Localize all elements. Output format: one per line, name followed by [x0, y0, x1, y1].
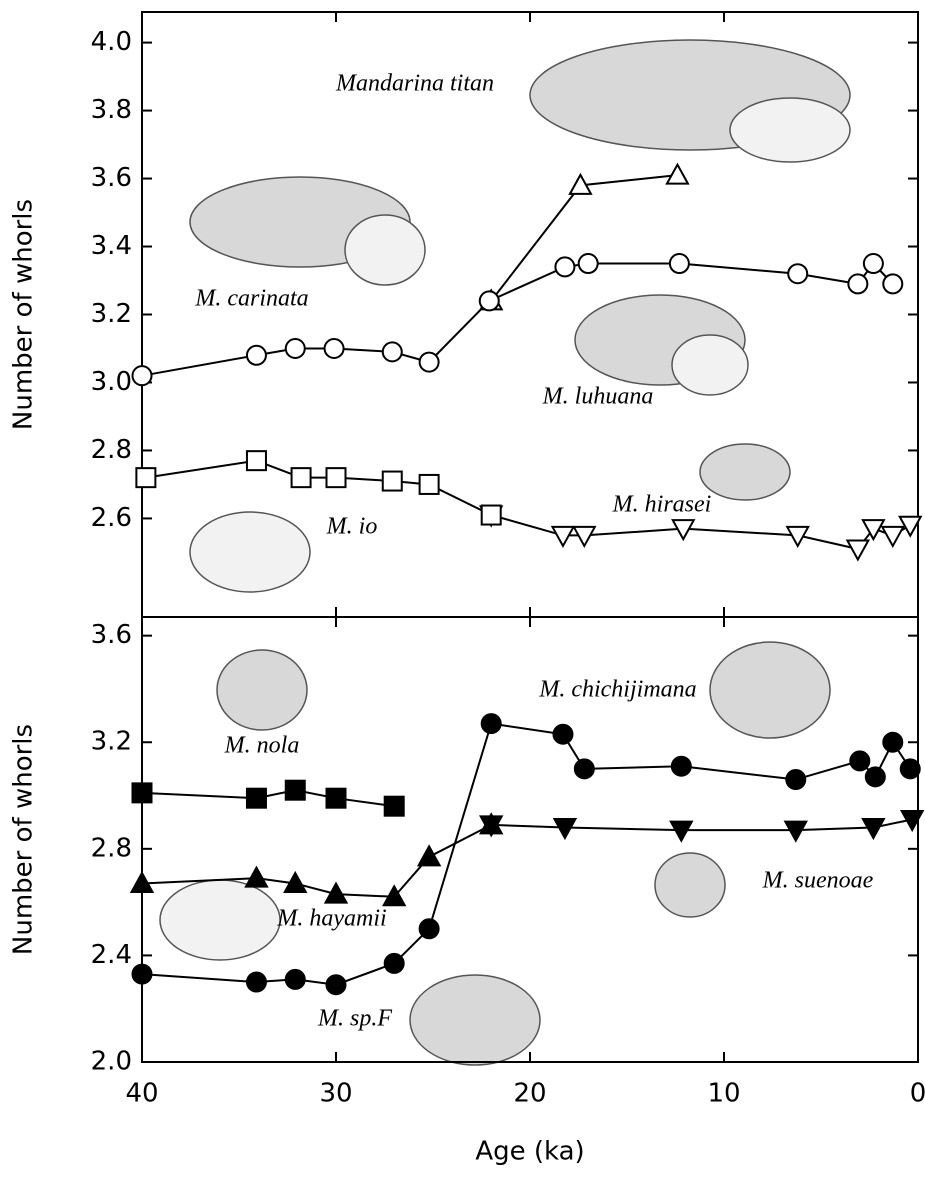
species-label: M. io	[326, 514, 378, 540]
y-axis-label: Number of whorls	[9, 199, 39, 430]
y-tick-label: 4.0	[91, 27, 132, 57]
x-tick-label: 10	[707, 1079, 740, 1109]
y-tick-label: 3.2	[91, 299, 132, 329]
data-point	[283, 870, 308, 893]
species-label: M. nola	[224, 733, 300, 759]
data-point	[131, 782, 153, 804]
data-point	[669, 820, 694, 843]
y-axis-label: Number of whorls	[9, 724, 39, 955]
series-line	[491, 818, 913, 832]
data-point	[290, 467, 312, 489]
data-point	[129, 870, 155, 893]
data-point	[572, 525, 597, 548]
data-point	[480, 713, 502, 735]
y-tick-label: 2.0	[91, 1047, 132, 1077]
data-point	[245, 971, 267, 993]
species-label: M. suenoae	[762, 868, 874, 894]
data-point	[245, 450, 267, 472]
data-point	[478, 290, 500, 312]
x-tick-label: 30	[319, 1079, 352, 1109]
data-point	[787, 263, 809, 285]
data-point	[898, 515, 923, 538]
y-tick-label: 3.0	[91, 367, 132, 397]
data-point	[245, 344, 267, 366]
series-line	[490, 514, 911, 551]
y-tick-label: 3.4	[91, 231, 132, 261]
y-tick-label: 2.6	[91, 503, 132, 533]
y-tick-label: 3.2	[91, 727, 132, 757]
x-tick-label: 0	[910, 1079, 925, 1109]
data-point	[552, 723, 574, 745]
y-tick-label: 2.8	[91, 833, 132, 863]
data-point	[135, 467, 157, 489]
data-point	[861, 818, 886, 841]
data-point	[882, 731, 904, 753]
data-point	[861, 519, 886, 542]
data-point	[325, 467, 347, 489]
data-point	[568, 172, 593, 195]
species-label: M. luhuana	[542, 384, 654, 410]
data-point	[284, 337, 306, 359]
data-point	[849, 750, 871, 772]
data-point	[880, 525, 905, 548]
data-point	[864, 766, 886, 788]
data-point	[552, 818, 578, 841]
data-point	[383, 952, 405, 974]
data-point	[131, 963, 153, 985]
data-point	[325, 787, 347, 809]
data-point	[665, 162, 690, 185]
data-point	[550, 525, 576, 548]
data-point	[284, 968, 306, 990]
data-point	[418, 918, 440, 940]
y-tick-label: 3.8	[91, 95, 132, 125]
species-label: M. carinata	[194, 286, 308, 312]
species-label: M. chichijimana	[538, 677, 696, 703]
data-point	[668, 253, 690, 275]
data-point	[383, 795, 405, 817]
data-point	[899, 810, 925, 833]
species-label: M. hayamii	[276, 906, 386, 932]
species-label: Mandarina titan	[335, 71, 494, 97]
species-label: M. sp.F	[317, 1006, 392, 1032]
data-point	[479, 815, 504, 838]
y-tick-label: 2.8	[91, 435, 132, 465]
y-tick-label: 3.6	[91, 620, 132, 650]
data-point	[573, 758, 595, 780]
data-point	[554, 256, 576, 278]
x-axis-label: Age (ka)	[475, 1137, 584, 1167]
data-point	[670, 755, 692, 777]
data-point	[671, 519, 696, 542]
x-tick-label: 20	[513, 1079, 546, 1109]
data-point	[244, 865, 269, 888]
data-point	[862, 253, 884, 275]
data-point	[382, 884, 407, 907]
series-line	[141, 789, 395, 808]
snail-illustrations	[159, 39, 851, 1066]
data-point	[783, 820, 808, 843]
data-point	[416, 844, 442, 867]
data-point	[323, 337, 345, 359]
data-point	[899, 758, 921, 780]
y-tick-label: 3.6	[91, 163, 132, 193]
data-point	[418, 473, 440, 495]
data-point	[131, 365, 153, 387]
data-point	[418, 351, 440, 373]
data-point	[323, 881, 349, 904]
data-point	[785, 769, 807, 791]
data-point	[882, 273, 904, 295]
data-point	[381, 470, 403, 492]
species-label: M. hirasei	[612, 492, 712, 518]
data-point	[284, 779, 306, 801]
data-point	[480, 504, 502, 526]
data-point	[785, 525, 810, 548]
data-point	[845, 539, 871, 562]
data-point	[245, 787, 267, 809]
data-point	[847, 273, 869, 295]
y-tick-label: 2.4	[91, 940, 132, 970]
data-point	[577, 253, 599, 275]
data-point	[381, 341, 403, 363]
data-point	[325, 974, 347, 996]
x-tick-label: 40	[125, 1079, 158, 1109]
